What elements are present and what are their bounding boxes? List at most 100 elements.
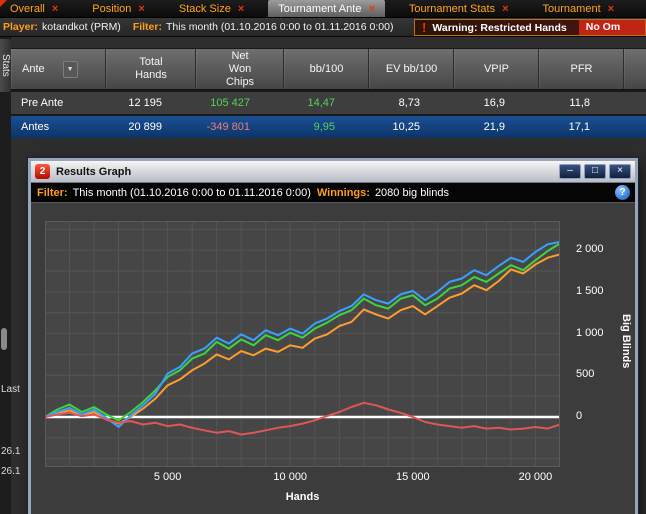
tab-bar: Overall × Position × Stack Size × Tourna…: [0, 0, 646, 18]
cell-pfr: 11,8: [569, 97, 590, 109]
tab-label: Tournament Stats: [408, 2, 496, 15]
dropdown-arrow-icon[interactable]: ▼: [62, 60, 78, 78]
x-tick-label: 15 000: [396, 471, 430, 483]
blue-line: [45, 240, 560, 428]
table-row-antes[interactable]: Antes 20 899 -349 801 9,95 10,25 21,9 17…: [11, 116, 646, 138]
row-name: Antes: [21, 121, 50, 133]
fragment-text: 26.1: [1, 466, 21, 477]
tab-close-icon[interactable]: ×: [138, 2, 145, 15]
background-window-fragments: Last 26.1 26.1: [0, 150, 27, 514]
x-tick-label: 10 000: [273, 471, 308, 483]
winnings-value: 2080 big blinds: [374, 186, 449, 199]
fragment-text: Last: [1, 384, 20, 395]
column-header-vpip[interactable]: VPIP: [454, 49, 539, 89]
x-axis-ticks: 5 000 10 000 15 000 20 000: [45, 471, 560, 485]
cell-vpip: 21,9: [483, 121, 505, 133]
winnings-label: Winnings:: [316, 186, 370, 199]
x-tick-label: 5 000: [153, 471, 182, 483]
filter-label: Filter:: [132, 21, 162, 33]
y-tick-label: 1 000: [576, 326, 604, 339]
tab-close-icon[interactable]: ×: [607, 2, 615, 15]
results-line-chart: [45, 221, 560, 467]
results-chart: 0 500 1 000 1 500 2 000 5 000 10 000 15 000 20 …: [31, 203, 635, 514]
close-button[interactable]: ×: [609, 164, 631, 179]
cell-ev-bb100: 10,25: [392, 121, 420, 133]
scrollbar-thumb[interactable]: [1, 328, 7, 350]
cell-bb100: 14,47: [307, 97, 335, 109]
cell-total-hands: 12 195: [128, 97, 162, 109]
red-line: [45, 401, 560, 436]
maximize-button[interactable]: □: [584, 164, 606, 179]
column-header-label: bb/100: [309, 62, 344, 75]
graph-filter-value: This month (01.10.2016 0:00 to 01.11.201…: [72, 186, 311, 199]
hm2-app-icon: 2: [35, 164, 50, 179]
cell-bb100: 9,95: [313, 121, 335, 133]
table-row-pre-ante[interactable]: Pre Ante 12 195 105 427 14,47 8,73 16,9 …: [11, 92, 646, 114]
column-header-label: Net Won Chips: [225, 49, 255, 88]
cell-net-won-chips: 105 427: [210, 97, 250, 109]
y-axis-label: Big Blinds: [620, 314, 632, 369]
cell-net-won-chips: -349 801: [206, 121, 250, 133]
results-graph-titlebar[interactable]: 2 Results Graph – □ ×: [31, 161, 635, 183]
window-title: Results Graph: [56, 165, 132, 178]
x-axis-label: Hands: [285, 491, 320, 503]
y-tick-label: 0: [576, 409, 583, 422]
results-graph-window: 2 Results Graph – □ × Filter: This month…: [28, 158, 638, 514]
cell-total-hands: 20 899: [128, 121, 162, 133]
y-tick-label: 1 500: [576, 284, 604, 297]
column-header-bb100[interactable]: bb/100: [284, 49, 369, 89]
cell-vpip: 16,9: [483, 97, 505, 109]
column-header-net-won-chips[interactable]: Net Won Chips: [196, 49, 284, 89]
warning-text: Warning: Restricted Hands: [432, 21, 567, 34]
tab-label: Stack Size: [178, 2, 231, 15]
info-bar: Player: kotandkot (PRM) Filter: This mon…: [0, 18, 646, 37]
fragment-text: 26.1: [1, 446, 21, 457]
column-header-label: Ante: [22, 62, 45, 75]
y-tick-label: 500: [576, 368, 595, 381]
column-header-total-hands[interactable]: Total Hands: [106, 49, 196, 89]
tab-label: Tournament: [542, 2, 601, 15]
tab-close-icon[interactable]: ×: [368, 2, 375, 15]
column-header-pfr[interactable]: PFR: [539, 49, 624, 89]
minimize-button[interactable]: –: [559, 164, 581, 179]
warning-icon: !: [422, 20, 427, 35]
chart-plot: [45, 221, 560, 467]
column-header-ante[interactable]: Ante ▼: [11, 49, 106, 89]
tab-label: Overall: [10, 2, 45, 15]
filter-value: This month (01.10.2016 0:00 to 01.11.201…: [165, 21, 394, 33]
column-header-label: VPIP: [483, 62, 510, 75]
notification-marker-icon: [0, 0, 7, 7]
tab-position[interactable]: Position ×: [82, 0, 155, 17]
graph-filter-bar: Filter: This month (01.10.2016 0:00 to 0…: [31, 183, 635, 203]
player-label: Player:: [3, 21, 39, 33]
row-name: Pre Ante: [21, 97, 64, 109]
tab-close-icon[interactable]: ×: [502, 2, 509, 15]
tab-close-icon[interactable]: ×: [237, 2, 245, 15]
tab-close-icon[interactable]: ×: [51, 2, 59, 15]
y-axis-ticks: 0 500 1 000 1 500 2 000: [568, 221, 628, 467]
stats-table: Ante ▼ Total Hands Net Won Chips bb/100 …: [11, 48, 646, 138]
tab-tournament-stats[interactable]: Tournament Stats ×: [399, 0, 519, 17]
x-tick-label: 20 000: [518, 471, 553, 483]
tab-tournament-ante[interactable]: Tournament Ante ×: [268, 0, 385, 17]
warning-banner: ! Warning: Restricted Hands No Om: [414, 19, 646, 36]
graph-filter-label: Filter:: [37, 186, 68, 199]
left-edge-strip: Stats: [0, 37, 11, 514]
column-header-label: Total Hands: [135, 56, 167, 81]
tab-stack-size[interactable]: Stack Size ×: [169, 0, 254, 17]
column-header-label: EV bb/100: [385, 62, 438, 75]
column-header-ev-bb100[interactable]: EV bb/100: [369, 49, 454, 89]
column-header-filler: [624, 49, 646, 89]
player-value: kotandkot (PRM): [42, 21, 121, 33]
tab-label: Tournament Ante: [278, 2, 362, 15]
help-icon[interactable]: ?: [615, 185, 630, 200]
green-line: [45, 242, 560, 422]
cell-pfr: 17,1: [568, 121, 590, 133]
tab-tournament[interactable]: Tournament ×: [533, 0, 625, 17]
y-tick-label: 2 000: [576, 243, 604, 256]
sidebar-tab-stats[interactable]: Stats: [0, 39, 11, 92]
table-header: Ante ▼ Total Hands Net Won Chips bb/100 …: [11, 48, 646, 90]
tab-overall[interactable]: Overall ×: [0, 0, 68, 17]
column-header-label: PFR: [570, 62, 593, 75]
